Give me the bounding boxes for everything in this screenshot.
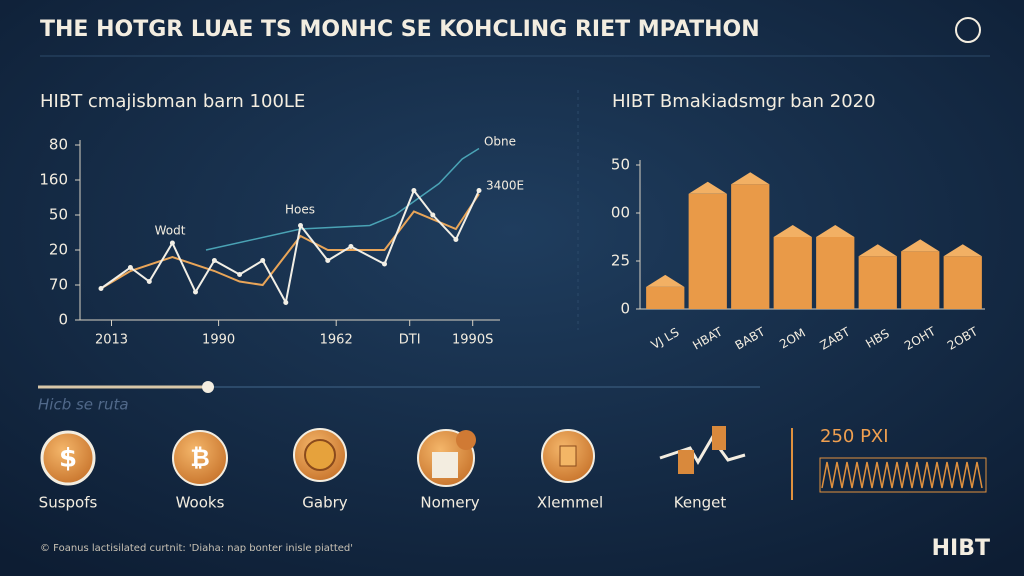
y-tick-label: 80 xyxy=(49,136,68,154)
data-point xyxy=(411,188,417,193)
data-point xyxy=(127,265,133,270)
data-point xyxy=(476,188,482,193)
bar-top xyxy=(901,239,940,252)
stat-pattern xyxy=(821,461,983,489)
bar xyxy=(943,256,982,309)
y-tick-label: 160 xyxy=(39,171,68,189)
bar xyxy=(773,237,812,309)
bar-top xyxy=(646,274,685,287)
bar-top xyxy=(943,244,982,257)
icon[interactable] xyxy=(659,435,746,465)
bar xyxy=(688,193,727,309)
bar xyxy=(816,237,855,309)
data-point xyxy=(283,300,289,305)
icon-label: Suspofs xyxy=(39,494,98,512)
slider-handle[interactable] xyxy=(202,381,214,393)
x-tick-label: 1962 xyxy=(320,333,353,348)
bar-top xyxy=(858,244,897,257)
annotation: Obne xyxy=(484,135,516,149)
bar xyxy=(731,184,770,309)
stat-frame xyxy=(819,457,987,493)
data-point xyxy=(146,279,152,284)
icon-tag xyxy=(712,426,726,450)
bar xyxy=(901,251,940,309)
y-tick-label: 50 xyxy=(49,206,68,224)
data-point xyxy=(453,237,459,242)
footer-logo: HIBT xyxy=(932,536,990,561)
icon-label: Kenget xyxy=(674,494,727,512)
x-tick-label: DTI xyxy=(399,333,421,348)
footer-text: © Foanus lactisilated curtnit: 'Diaha: n… xyxy=(40,543,353,554)
icon-glyph: ₿ xyxy=(190,444,210,472)
data-point xyxy=(237,272,243,277)
icon-label: Wooks xyxy=(176,494,225,512)
y-tick-label: 0 xyxy=(620,300,630,318)
icon[interactable] xyxy=(172,430,228,486)
bar-top xyxy=(731,172,770,185)
annotation: 3400E xyxy=(486,179,524,193)
annotation: Wodt xyxy=(155,224,186,238)
annotation: Hoes xyxy=(285,203,315,217)
icon-doc xyxy=(432,452,458,478)
y-tick-label: 20 xyxy=(49,241,68,259)
data-point xyxy=(98,286,104,291)
icon-row: $ ₿ xyxy=(40,426,746,487)
y-tick-label: 50 xyxy=(611,156,630,174)
data-point xyxy=(169,240,175,246)
icon-label: Gabry xyxy=(302,494,348,512)
icon-label: Xlemmel xyxy=(537,494,603,512)
header-title: THE HOTGR LUAE TS MONHC SE KOHCLING RIET… xyxy=(40,17,760,42)
data-point xyxy=(325,258,331,263)
data-point xyxy=(430,212,436,218)
icon-tag xyxy=(678,450,694,474)
data-point xyxy=(260,258,266,263)
bar-top xyxy=(688,181,727,194)
y-tick-label: 00 xyxy=(611,204,630,222)
slider-label: Hicb se ruta xyxy=(38,396,129,414)
x-tick-label: 2013 xyxy=(95,333,128,348)
data-line xyxy=(100,193,480,290)
icon-label: Nomery xyxy=(420,494,479,512)
line-chart-title: HIBT cmajisbman barn 100LE xyxy=(40,91,305,112)
data-point xyxy=(348,244,354,249)
bar-top xyxy=(816,225,855,237)
y-tick-label: 70 xyxy=(49,276,68,294)
icon[interactable] xyxy=(40,430,96,486)
y-tick-label: 0 xyxy=(58,311,68,329)
data-point xyxy=(193,289,198,295)
x-tick-label: 1990 xyxy=(202,333,235,348)
bar-chart-title: HIBT Bmakiadsmgr ban 2020 xyxy=(612,91,876,112)
data-point xyxy=(382,261,387,267)
icon xyxy=(304,439,336,471)
icon-badge xyxy=(456,430,476,450)
data-point xyxy=(298,223,303,228)
icon-glyph: $ xyxy=(59,444,77,474)
data-point xyxy=(211,258,217,263)
x-tick-label: 1990S xyxy=(452,333,493,348)
bar xyxy=(858,256,897,309)
icon-glyph xyxy=(559,445,577,467)
stat-label: 250 PXI xyxy=(820,426,889,447)
bar xyxy=(646,286,685,309)
y-tick-label: 25 xyxy=(611,252,630,270)
menu-icon[interactable] xyxy=(955,17,981,43)
bar-top xyxy=(773,225,812,237)
